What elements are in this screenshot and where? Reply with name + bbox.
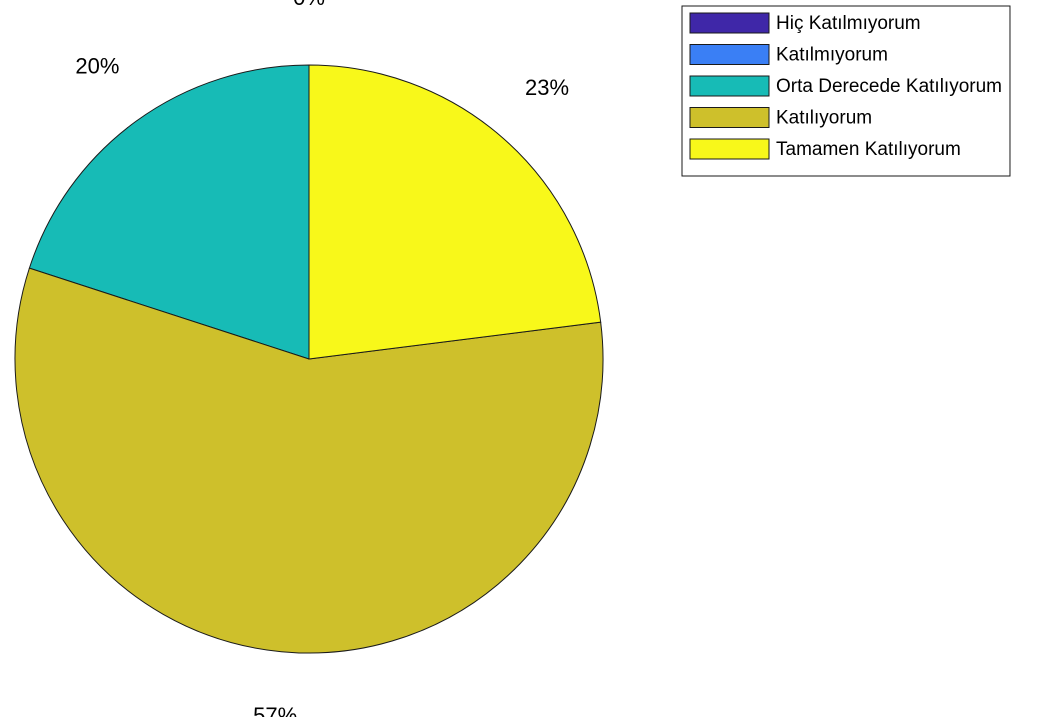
pie-labels: 0% 20% 57% 23% xyxy=(75,0,569,717)
legend-swatch-tamamen-katiliyorum xyxy=(689,138,770,160)
pie-label-orta-derecede-katiliyorum: 20% xyxy=(75,54,119,79)
legend-swatch-hic-katilmiyorum xyxy=(689,12,770,34)
legend-label-katiliyorum: Katılıyorum xyxy=(776,108,872,129)
pie-slice-katiliyorum xyxy=(14,267,604,654)
pie-label-katiliyorum: 57% xyxy=(253,703,297,717)
legend: Hiç Katılmıyorum Katılmıyorum Orta Dereced… xyxy=(681,5,1011,177)
pie-slice-tamamen-katiliyorum xyxy=(308,64,602,360)
pie-label-tamamen-katiliyorum: 23% xyxy=(525,75,569,100)
legend-label-tamamen-katiliyorum: Tamamen Katılıyorum xyxy=(776,139,961,160)
pie-slice-orta-derecede-katiliyorum xyxy=(28,64,310,360)
legend-swatch-katiliyorum xyxy=(689,107,770,128)
legend-swatch-orta-derecede-katiliyorum xyxy=(689,75,770,97)
pie-label-hic-katilmiyorum: 0% xyxy=(293,0,325,10)
legend-label-katilmiyorum: Katılmıyorum xyxy=(776,45,888,66)
legend-swatch-katilmiyorum xyxy=(689,44,770,65)
legend-label-orta-derecede-katiliyorum: Orta Derecede Katılıyorum xyxy=(776,76,1002,97)
pie-slices xyxy=(14,64,604,654)
legend-label-hic-katilmiyorum: Hiç Katılmıyorum xyxy=(776,13,921,34)
